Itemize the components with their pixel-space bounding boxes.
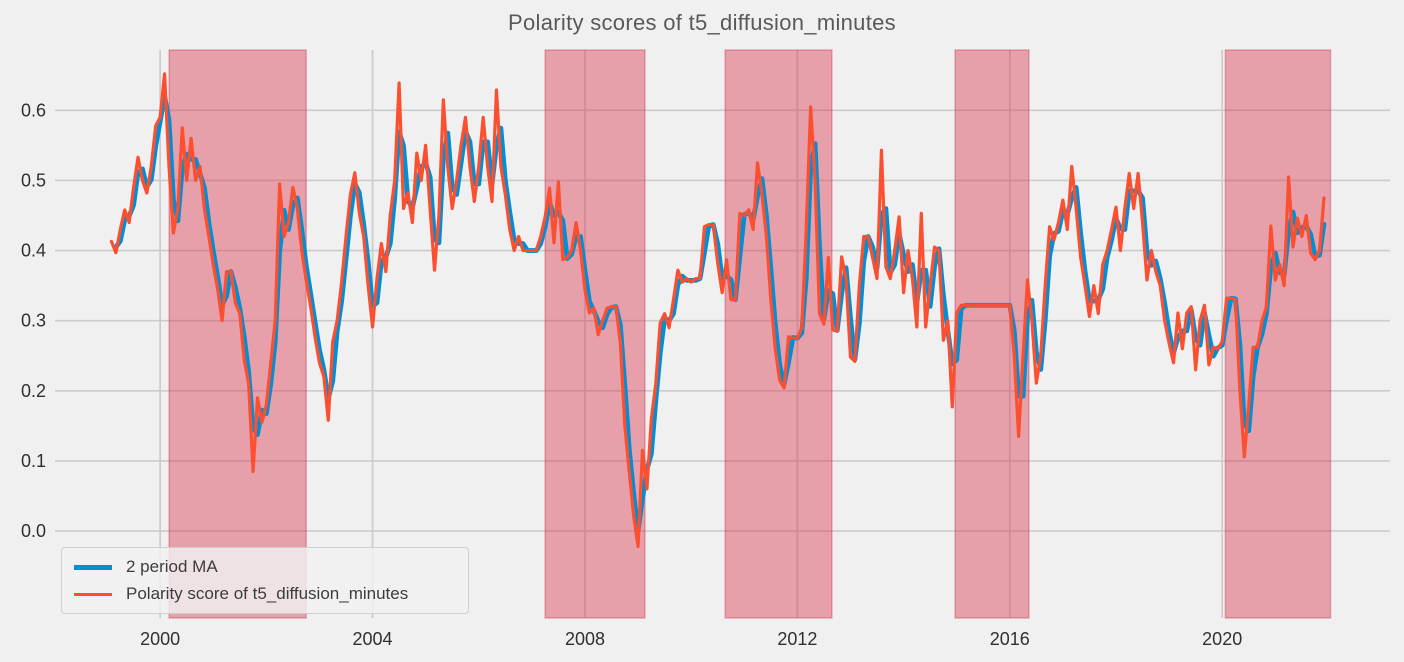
x-tick-label: 2016	[990, 629, 1030, 649]
recession-band	[954, 49, 1030, 619]
y-tick-label: 0.0	[21, 521, 46, 541]
legend-box: 2 period MA Polarity score of t5_diffusi…	[61, 547, 469, 614]
legend-item-ma: 2 period MA	[74, 557, 454, 577]
y-tick-label: 0.3	[21, 311, 46, 331]
polarity-line	[109, 72, 1326, 549]
y-tick-label: 0.4	[21, 241, 46, 261]
y-tick-label: 0.6	[21, 100, 46, 120]
x-tick-label: 2004	[353, 629, 393, 649]
y-tick-label: 0.2	[21, 381, 46, 401]
y-tick-label: 0.5	[21, 170, 46, 190]
series-lines-layer	[109, 72, 1327, 549]
x-tick-label: 2012	[777, 629, 817, 649]
x-tick-label: 2008	[565, 629, 605, 649]
legend-label-ma: 2 period MA	[126, 557, 218, 576]
recession-band	[1224, 49, 1332, 619]
ma-line-swatch	[74, 564, 112, 570]
y-tick-label: 0.1	[21, 451, 46, 471]
x-tick-label: 2000	[140, 629, 180, 649]
legend-item-polarity: Polarity score of t5_diffusion_minutes	[74, 584, 454, 604]
polarity-line-swatch	[74, 592, 112, 596]
recession-band	[168, 49, 307, 619]
chart-title: Polarity scores of t5_diffusion_minutes	[508, 10, 896, 35]
recession-bands-layer	[168, 49, 1332, 619]
tick-labels-layer: 0.0 0.1 0.2 0.3 0.4 0.5 0.6 2000 2004 2008 2012 201…	[21, 100, 1242, 649]
legend-label-polarity: Polarity score of t5_diffusion_minutes	[126, 584, 409, 603]
recession-band	[544, 49, 646, 619]
x-tick-label: 2020	[1202, 629, 1242, 649]
